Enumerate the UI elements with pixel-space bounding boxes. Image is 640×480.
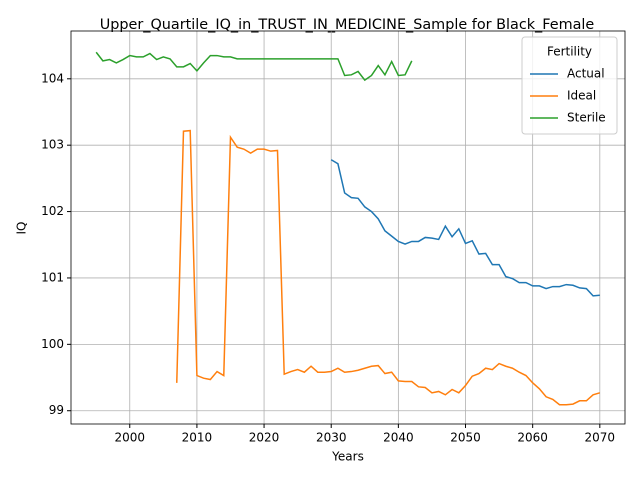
x-tick-label: 2020 <box>249 431 280 445</box>
x-tick-label: 2070 <box>585 431 616 445</box>
legend-label: Sterile <box>567 111 606 125</box>
legend-box <box>521 36 618 135</box>
plot-frame <box>70 30 626 425</box>
line <box>95 51 413 82</box>
x-tick-label: 2040 <box>383 431 414 445</box>
y-tick-label: 103 <box>41 138 64 152</box>
x-tick-label: 2060 <box>517 431 548 445</box>
legend-label: Actual <box>567 67 605 81</box>
x-tick-label: 2030 <box>316 431 347 445</box>
line <box>330 159 600 297</box>
y-tick-label: 104 <box>41 71 64 85</box>
x-axis-label: Years <box>331 450 364 464</box>
legend-label: Ideal <box>567 89 596 103</box>
y-tick-label: 100 <box>41 337 64 351</box>
x-tick-label: 2000 <box>114 431 145 445</box>
legend-title: Fertility <box>547 45 592 59</box>
y-axis-label: IQ <box>15 222 29 235</box>
x-tick-label: 2050 <box>450 431 481 445</box>
y-tick-label: 102 <box>41 204 64 218</box>
chart-title: Upper_Quartile_IQ_in_TRUST_IN_MEDICINE_S… <box>100 17 595 33</box>
x-tick-label: 2010 <box>182 431 213 445</box>
line <box>176 129 601 406</box>
y-tick-label: 99 <box>49 403 64 417</box>
y-tick-label: 101 <box>41 270 64 284</box>
